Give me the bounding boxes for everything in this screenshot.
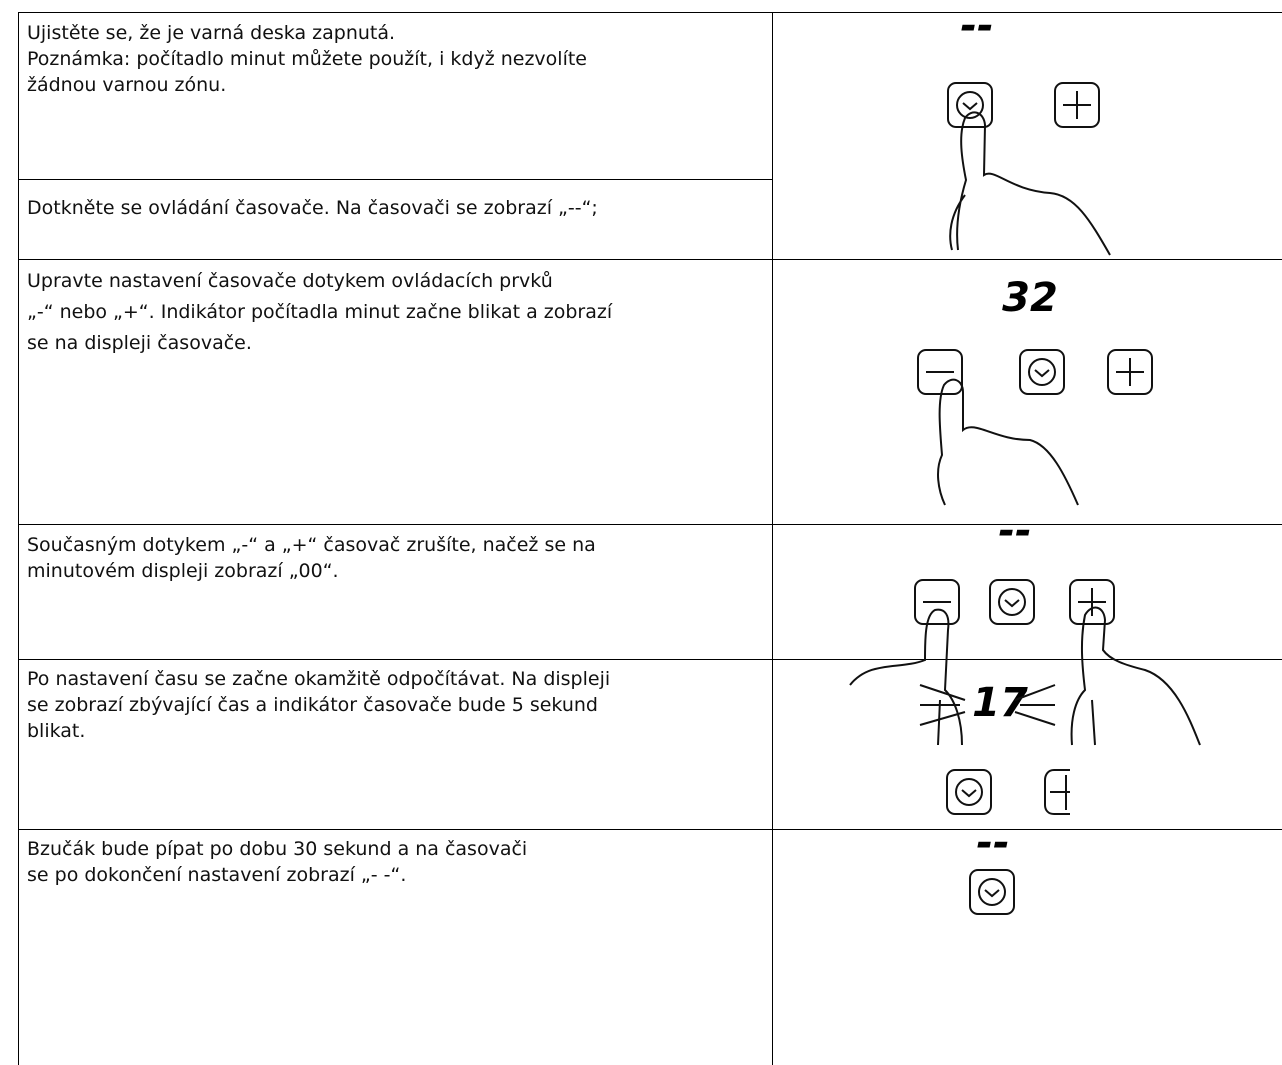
text-line: Po nastavení času se začne okamžitě odpo…: [27, 668, 611, 690]
border: [18, 12, 1282, 13]
display: 17: [972, 680, 1028, 726]
border: [18, 659, 1282, 660]
text-line: se na displeji časovače.: [27, 332, 252, 354]
text-line: Upravte nastavení časovače dotykem ovlád…: [27, 270, 553, 292]
text-cell: Ujistěte se, že je varná deska zapnutá. P…: [27, 20, 767, 98]
finger: [849, 608, 963, 746]
display: --: [976, 820, 1009, 866]
blink-rays: [919, 684, 1056, 726]
text-cell: Po nastavení času se začne okamžitě odpo…: [27, 666, 767, 744]
text-line: „-“ nebo „+“. Indikátor počítadla minut …: [27, 301, 613, 323]
border: [18, 179, 772, 180]
text-cell: Upravte nastavení časovače dotykem ovlád…: [27, 266, 767, 359]
finger: [937, 378, 1079, 506]
border: [18, 12, 19, 1065]
text-line: minutovém displeji zobrazí „00“.: [27, 560, 339, 582]
text-line: se po dokončení nastavení zobrazí „- -“.: [27, 864, 407, 886]
finger: [949, 111, 1111, 256]
display: 32: [1002, 275, 1058, 321]
text-line: žádnou varnou zónu.: [27, 74, 227, 96]
text-cell: Současným dotykem „-“ a „+“ časovač zruš…: [27, 532, 767, 584]
text-line: se zobrazí zbývající čas a indikátor čas…: [27, 694, 598, 716]
text-line: Bzučák bude pípat po dobu 30 sekund a na…: [27, 838, 528, 860]
text-cell: Bzučák bude pípat po dobu 30 sekund a na…: [27, 836, 767, 888]
text-cell: Dotkněte se ovládání časovače. Na časova…: [27, 195, 767, 221]
display: --: [960, 3, 993, 49]
button: [1044, 769, 1070, 815]
text-line: Poznámka: počítadlo minut můžete použít,…: [27, 48, 587, 70]
text-line: Ujistěte se, že je varná deska zapnutá.: [27, 22, 396, 44]
text-line: Současným dotykem „-“ a „+“ časovač zruš…: [27, 534, 596, 556]
border: [18, 829, 1282, 830]
text-line: Dotkněte se ovládání časovače. Na časova…: [27, 197, 598, 219]
finger: [1070, 606, 1201, 746]
border: [18, 259, 1282, 260]
display: --: [998, 508, 1031, 554]
text-line: blikat.: [27, 720, 86, 742]
border: [772, 12, 773, 1065]
border: [18, 524, 1282, 525]
